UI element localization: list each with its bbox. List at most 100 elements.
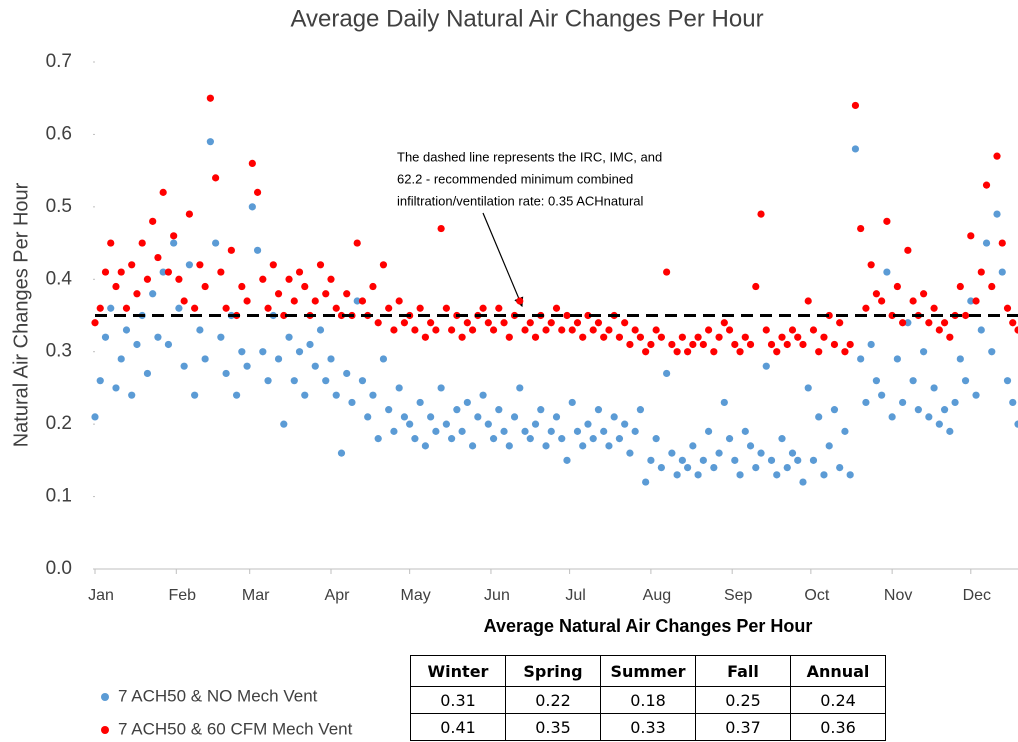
point [358,297,367,305]
y-tick-label: 0.3 [46,341,72,362]
point [815,348,823,356]
point [846,340,854,349]
point [442,304,450,312]
point [998,268,1006,276]
point [458,427,466,435]
table-cell: 0.33 [600,713,696,741]
point [327,275,335,283]
point [867,261,875,269]
point [621,319,629,327]
point [107,304,115,312]
point [217,333,225,341]
table-cell: 0.25 [695,686,791,714]
point [343,369,351,378]
x-tick-label: Oct [804,587,829,604]
point [416,304,424,312]
point [809,326,818,334]
point [101,268,110,276]
point [479,391,487,399]
point [573,319,582,327]
point [773,348,781,356]
point [920,348,928,356]
point [977,268,985,276]
point [710,464,718,472]
point [463,398,471,407]
point [411,326,419,334]
point [626,449,634,457]
point [878,297,886,305]
point [872,290,881,298]
point [899,398,907,407]
point [526,319,534,327]
point [720,319,728,327]
point [794,456,802,464]
point [264,377,272,385]
point [112,384,120,392]
point [201,355,209,363]
point [862,304,870,312]
point [395,384,403,392]
point [238,282,246,291]
point [91,319,99,327]
point [243,362,251,370]
point [684,348,692,356]
table-header: Winter Spring Summer Fall Annual [410,655,886,687]
legend-label: 7 ACH50 & NO Mech Vent [118,686,318,705]
point [804,297,812,305]
point [904,246,912,254]
point [531,420,540,428]
point [589,435,597,443]
point [542,442,550,450]
table-cell: 0.37 [695,713,791,741]
point [809,456,818,464]
point [694,471,702,479]
point [799,478,807,486]
point [332,304,340,312]
point [526,435,534,443]
point [285,333,293,341]
point [353,297,361,305]
point [390,326,398,334]
point [615,435,624,443]
point [589,326,597,334]
point [594,319,603,327]
point [495,406,503,414]
table-cell: 0.35 [505,713,601,741]
point [400,319,409,327]
point [295,348,304,356]
point [122,304,131,312]
point [343,290,351,298]
point [820,333,828,341]
point [563,311,571,320]
table-cell: 0.36 [790,713,886,741]
point [636,333,645,341]
point [274,355,283,363]
point [531,333,540,341]
annotation: infiltration/ventilation rate: 0.35 ACHn… [397,193,644,208]
point [180,362,188,370]
point [421,333,429,341]
point [364,413,372,421]
point [851,101,860,110]
point [872,377,881,385]
point [668,449,676,457]
point [154,253,162,262]
point [427,319,435,327]
point [552,413,561,421]
point [736,348,744,356]
point [500,427,508,435]
point [316,326,325,334]
point [505,333,513,341]
point [175,304,183,312]
point [448,435,456,443]
point [379,261,388,269]
point [421,442,429,450]
point [248,203,256,211]
point [584,311,592,320]
point [631,326,639,334]
point [206,138,214,146]
point [668,340,676,349]
point [547,427,555,435]
point [657,464,665,472]
point [946,427,954,435]
